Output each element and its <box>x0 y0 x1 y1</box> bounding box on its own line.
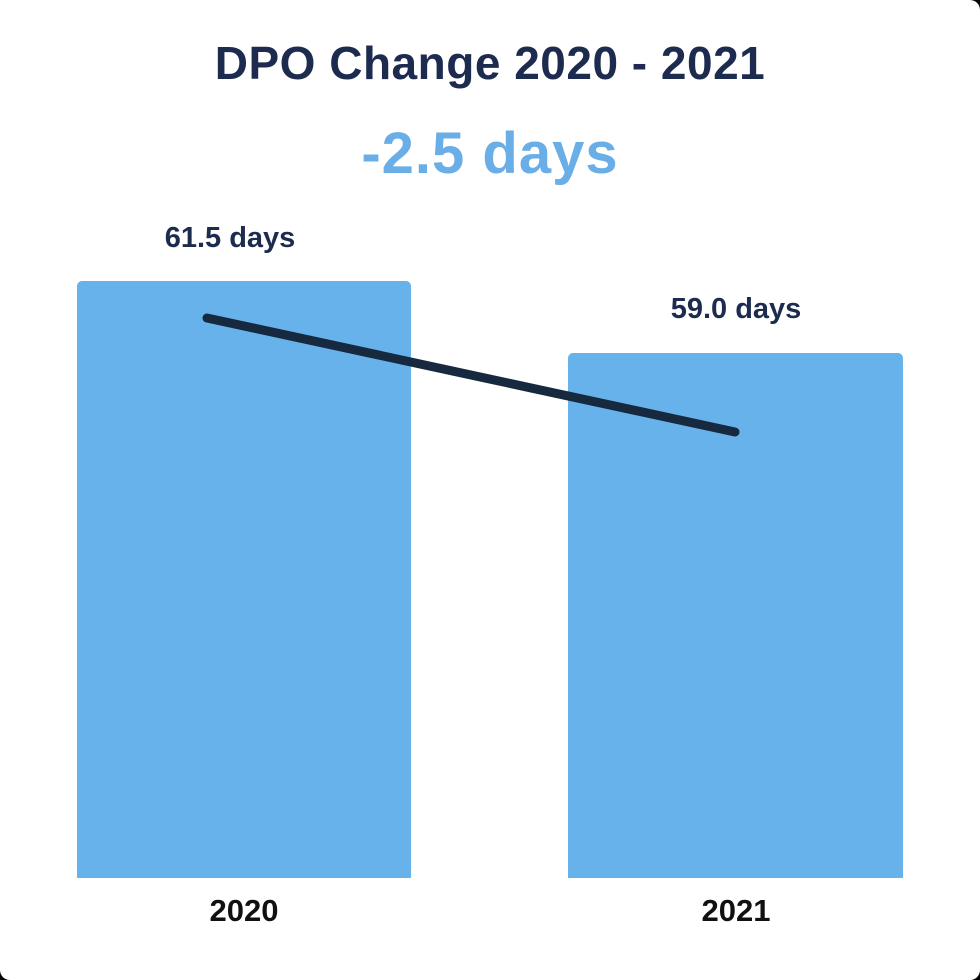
axis-label-2020: 2020 <box>209 893 279 928</box>
chart-change-subtitle: -2.5 days <box>361 121 619 186</box>
chart-title: DPO Change 2020 - 2021 <box>214 37 766 89</box>
axis-label-2021: 2021 <box>701 893 771 928</box>
value-label-2021: 59.0 days <box>670 293 802 325</box>
bar-2021 <box>568 353 903 878</box>
value-label-2020: 61.5 days <box>164 222 296 254</box>
bar-2020 <box>77 281 411 878</box>
